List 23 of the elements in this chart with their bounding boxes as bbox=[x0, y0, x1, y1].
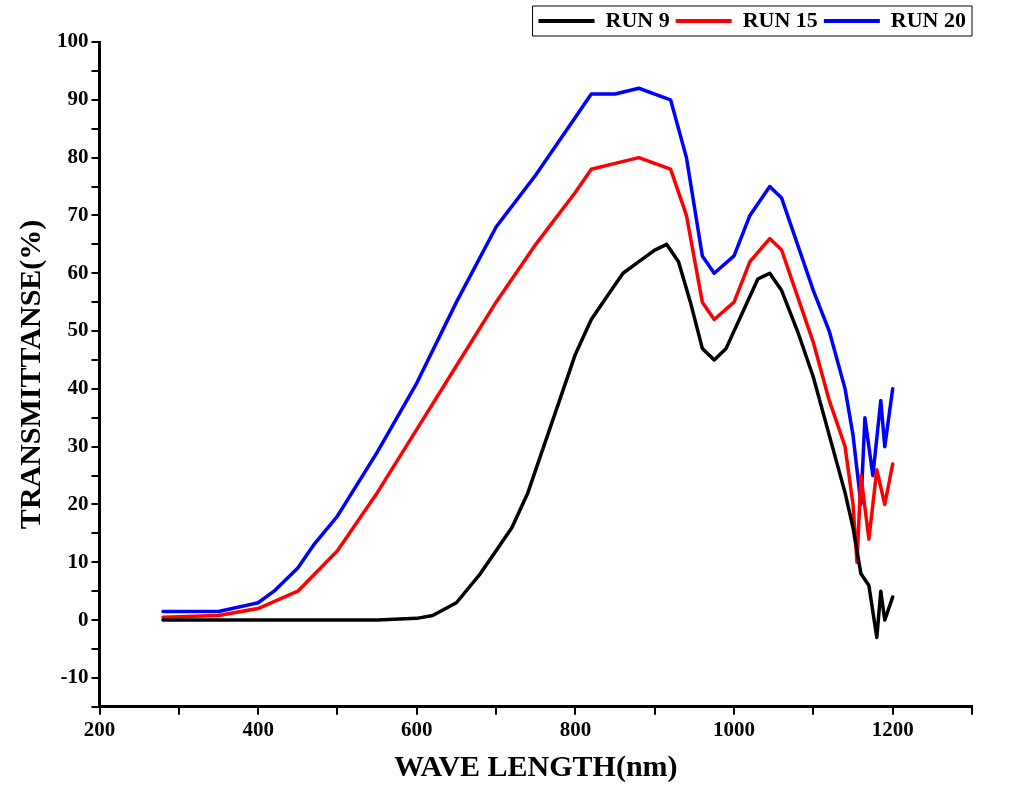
legend-label: RUN 20 bbox=[890, 6, 967, 32]
y-tick-label: 20 bbox=[67, 490, 89, 515]
x-tick-label: 800 bbox=[559, 716, 592, 741]
x-axis-title: WAVE LENGTH(nm) bbox=[393, 748, 678, 783]
x-tick-label: 400 bbox=[242, 716, 274, 741]
y-tick-label: -10 bbox=[60, 664, 89, 689]
x-tick-label: 200 bbox=[83, 716, 116, 741]
y-axis-title: TRANSMITTANSE(%) bbox=[12, 219, 47, 530]
y-tick-label: 90 bbox=[67, 86, 89, 111]
y-tick-label: 60 bbox=[67, 259, 89, 284]
y-tick-label: 40 bbox=[67, 375, 89, 400]
x-tick-label: 1200 bbox=[871, 716, 914, 741]
y-tick-label: 30 bbox=[67, 433, 89, 458]
x-tick-label: 1000 bbox=[713, 716, 756, 741]
y-tick-label: 10 bbox=[67, 548, 89, 573]
x-tick-label: 600 bbox=[401, 716, 433, 741]
y-tick-label: 100 bbox=[57, 28, 89, 53]
legend-label: RUN 9 bbox=[605, 6, 670, 32]
y-tick-label: 50 bbox=[67, 317, 89, 342]
legend-label: RUN 15 bbox=[742, 6, 818, 32]
y-tick-label: 70 bbox=[67, 201, 89, 226]
y-tick-label: 80 bbox=[67, 144, 89, 169]
y-tick-label: 0 bbox=[78, 606, 89, 631]
